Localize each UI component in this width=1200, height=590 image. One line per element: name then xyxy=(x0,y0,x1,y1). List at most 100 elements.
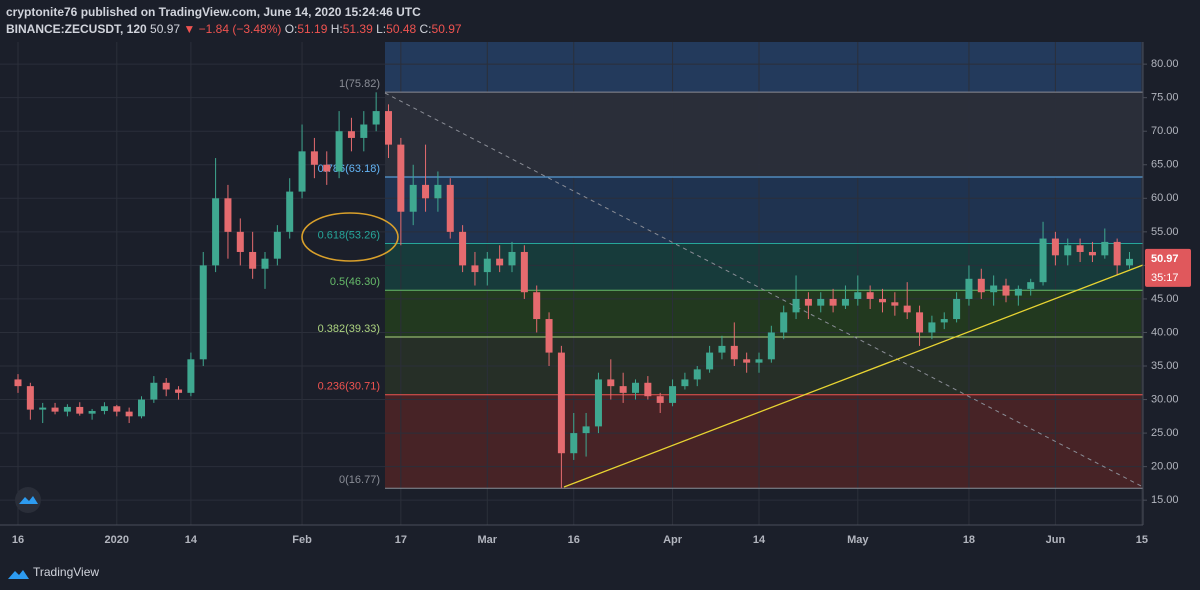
candle-body xyxy=(866,292,874,299)
candle-body xyxy=(632,382,639,393)
candle-body xyxy=(681,379,689,387)
x-tick-label: Feb xyxy=(292,534,312,546)
fib-band xyxy=(385,92,1143,177)
candle-body xyxy=(422,184,430,199)
candle-body xyxy=(693,369,701,380)
candle-body xyxy=(743,359,751,363)
ohlc-key: O: xyxy=(284,22,298,36)
fib-band xyxy=(385,176,1143,244)
candle-body xyxy=(1002,285,1010,296)
fib-trend-line xyxy=(384,92,1144,488)
candle-body xyxy=(718,345,726,353)
candle-body xyxy=(212,198,220,266)
ohlc-value: 51.39 xyxy=(342,22,373,36)
candle-body xyxy=(236,231,244,252)
candles xyxy=(14,92,1133,489)
candle-body xyxy=(310,151,318,165)
candle-body xyxy=(175,389,183,393)
ohlc-value: 51.19 xyxy=(297,22,328,36)
candle-body xyxy=(508,251,516,266)
x-tick-label: Jun xyxy=(1046,534,1066,546)
x-tick-label: 2020 xyxy=(105,534,129,546)
highlight-ellipse xyxy=(301,212,399,262)
ohlc-key: C: xyxy=(419,22,432,36)
x-tick-label: May xyxy=(847,534,869,546)
y-tick-label: 65.00 xyxy=(1151,159,1179,171)
candle-body xyxy=(977,278,985,293)
candle-body xyxy=(1076,245,1084,252)
candle-body xyxy=(298,151,306,192)
candle-body xyxy=(496,258,504,266)
last-price: 50.97 xyxy=(150,22,181,36)
fib-band xyxy=(385,394,1143,489)
y-tick-label: 60.00 xyxy=(1151,192,1179,204)
y-tick-label: 80.00 xyxy=(1151,58,1179,70)
candle-body xyxy=(162,382,170,390)
candle-body xyxy=(1088,251,1096,256)
ohlc-key: L: xyxy=(376,22,387,36)
x-tick-label: 14 xyxy=(753,534,766,546)
candle-body xyxy=(286,191,294,232)
candle-body xyxy=(150,382,158,400)
candle-body xyxy=(483,258,491,273)
candle-body xyxy=(446,184,454,232)
candle-body xyxy=(397,144,405,212)
change: ▼ −1.84 (−3.48%) xyxy=(183,22,282,36)
candle-body xyxy=(1126,258,1133,266)
price-tag-label: 50.97 xyxy=(1151,253,1179,265)
candle-body xyxy=(669,386,677,403)
candle-body xyxy=(459,231,467,266)
candle-body xyxy=(1101,241,1109,256)
candle-body xyxy=(100,406,108,411)
candle-body xyxy=(138,399,145,417)
candle-body xyxy=(249,251,257,269)
candle-body xyxy=(360,124,368,138)
fib-label: 0.786(63.18) xyxy=(318,163,380,175)
price-tag xyxy=(1145,248,1191,287)
candle-body xyxy=(261,258,269,269)
axes: 15.0020.0025.0030.0035.0040.0045.0050.00… xyxy=(12,58,1191,546)
symbol-line: BINANCE:ZECUSDT, 120 50.97 ▼ −1.84 (−3.4… xyxy=(6,21,462,38)
fib-label: 0(16.77) xyxy=(339,474,380,486)
candle-body xyxy=(767,332,775,360)
grid xyxy=(0,42,1143,525)
x-tick-label: 18 xyxy=(963,534,975,546)
candle-body xyxy=(224,198,232,232)
x-tick-label: Mar xyxy=(478,534,498,546)
trend-line xyxy=(563,264,1144,488)
candle-body xyxy=(582,426,590,434)
candle-body xyxy=(520,251,528,293)
fib-label: 0.382(39.33) xyxy=(318,323,380,335)
candle-body xyxy=(409,184,417,212)
candle-body xyxy=(903,305,911,313)
countdown: 35:17 xyxy=(1151,272,1179,284)
candle-body xyxy=(545,319,553,353)
ohlc-value: 50.48 xyxy=(386,22,417,36)
candle-body xyxy=(594,379,602,427)
candle-body xyxy=(570,433,578,454)
candle-body xyxy=(644,382,652,397)
candle-body xyxy=(656,396,664,403)
y-tick-label: 20.00 xyxy=(1151,461,1179,473)
price-axis xyxy=(1143,42,1200,555)
symbol: BINANCE:ZECUSDT, 120 xyxy=(6,22,147,36)
header: cryptonite76 published on TradingView.co… xyxy=(6,4,462,38)
candle-body xyxy=(879,298,886,303)
candle-body xyxy=(14,379,22,387)
candle-body xyxy=(1027,282,1035,289)
candle-body xyxy=(187,359,195,393)
candle-body xyxy=(1039,238,1047,283)
candle-body xyxy=(829,298,837,306)
x-tick-label: 14 xyxy=(185,534,198,546)
candle-body xyxy=(125,411,133,417)
candle-body xyxy=(990,285,998,293)
candle-body xyxy=(928,322,936,333)
fib-label: 0.5(46.30) xyxy=(330,276,380,288)
candle-body xyxy=(854,292,862,299)
y-tick-label: 30.00 xyxy=(1151,393,1179,405)
x-tick-label: 15 xyxy=(1136,534,1148,546)
y-tick-label: 15.00 xyxy=(1151,494,1179,506)
candle-body xyxy=(1051,238,1059,256)
y-tick-label: 75.00 xyxy=(1151,92,1179,104)
